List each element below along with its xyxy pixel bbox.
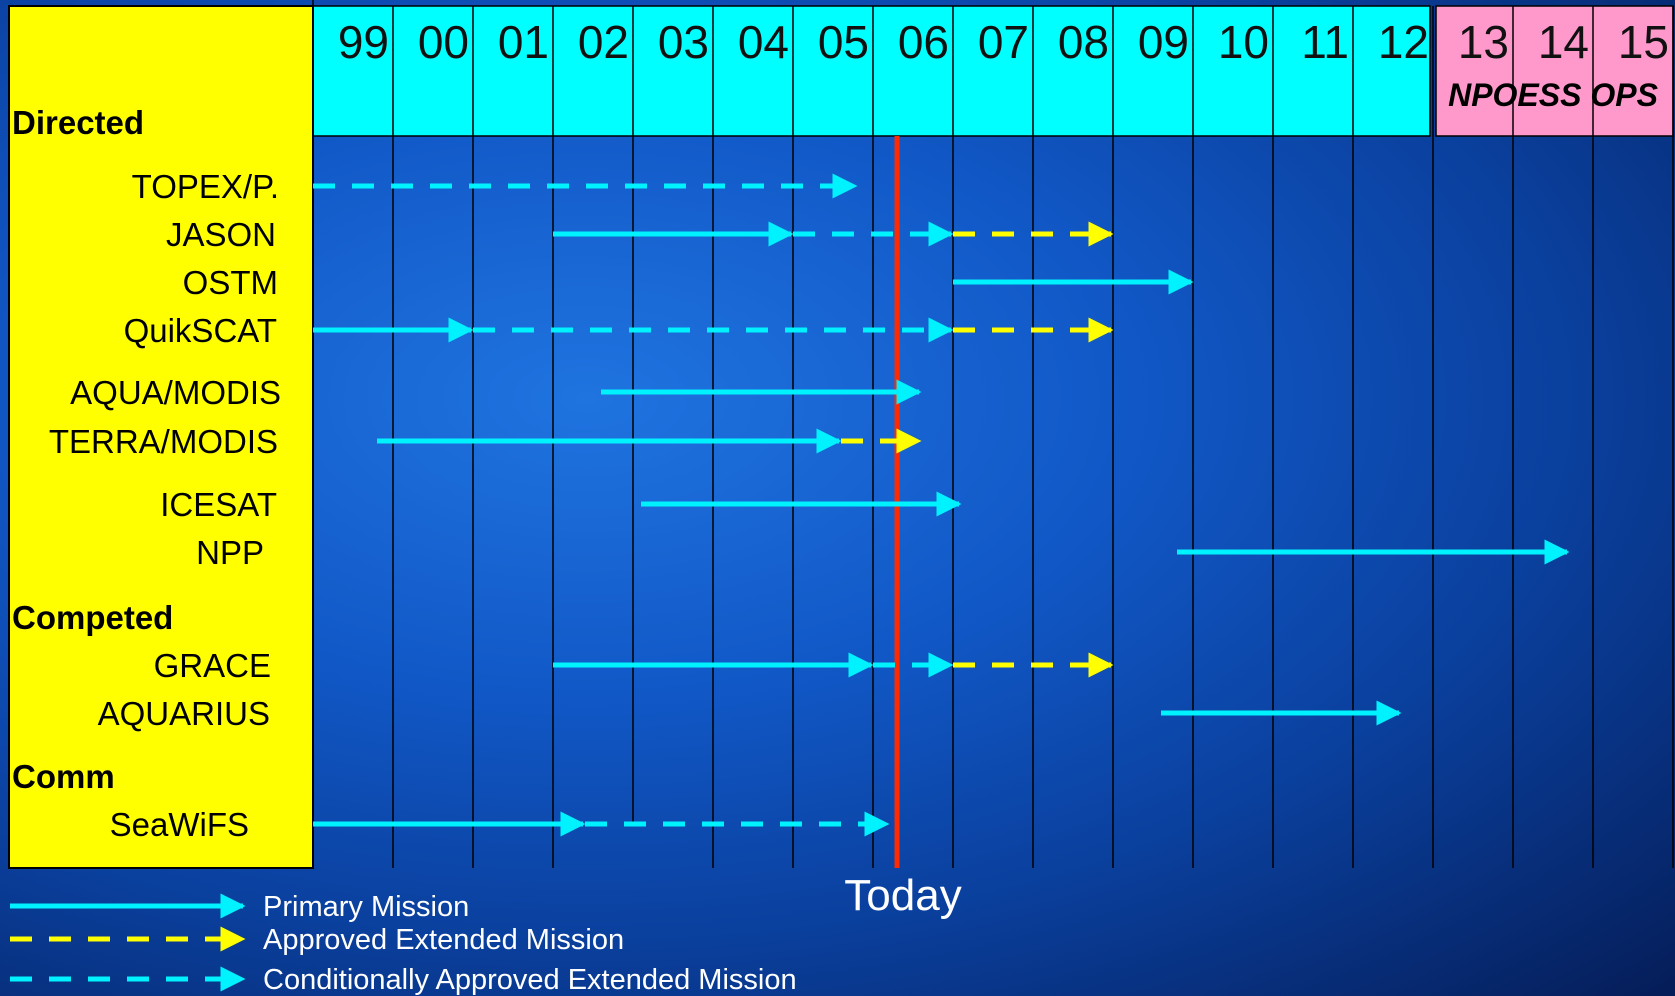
mission-label-grace: GRACE [154,647,271,684]
year-label-06: 06 [898,16,949,68]
mission-label-topex-p: TOPEX/P. [132,168,279,205]
year-label-11: 11 [1301,16,1349,68]
year-label-04: 04 [738,16,789,68]
label-panel: Directed TOPEX/P. JASON OSTM QuikSCAT AQUA/MO… [8,5,314,869]
legend-label-approved: Approved Extended Mission [263,924,624,956]
mission-label-aquarius: AQUARIUS [98,695,270,732]
year-label-12: 12 [1378,16,1429,68]
year-label-15: 15 [1618,16,1669,68]
year-label-05: 05 [818,16,869,68]
year-label-07: 07 [978,16,1029,68]
mission-label-jason: JASON [166,216,276,253]
mission-label-seawifs: SeaWiFS [110,806,249,843]
year-label-10: 10 [1218,16,1269,68]
mission-label-aqua-modis: AQUA/MODIS [70,374,281,411]
year-label-00: 00 [418,16,469,68]
mission-label-icesat: ICESAT [160,486,277,523]
year-label-14: 14 [1538,16,1589,68]
grid-lines [312,0,1674,868]
year-header-band [312,5,1431,137]
mission-label-quikscat: QuikSCAT [124,312,277,349]
header-row: 99 00 01 02 03 04 05 06 07 08 09 10 11 12 13 14 15 NPOESS… [312,5,1674,137]
npoess-ops-label: NPOESS OPS [1448,77,1659,113]
group-label-directed: Directed [12,104,144,141]
year-label-02: 02 [578,16,629,68]
year-label-13: 13 [1458,16,1509,68]
mission-label-terra-modis: TERRA/MODIS [49,423,278,460]
mission-label-npp: NPP [196,534,264,571]
group-label-comm: Comm [12,758,115,795]
year-label-03: 03 [658,16,709,68]
today-label: Today [844,871,961,920]
legend-label-primary: Primary Mission [263,891,469,923]
today-marker: Today [844,136,962,920]
mission-bars [313,173,1570,837]
year-label-99: 99 [338,16,389,68]
label-panel-bg [8,5,314,869]
year-label-01: 01 [498,16,549,68]
npoess-ops-band [1435,5,1674,137]
group-label-competed: Competed [12,599,173,636]
legend-label-conditional: Conditionally Approved Extended Mission [263,964,797,996]
mission-label-ostm: OSTM [183,264,278,301]
year-label-08: 08 [1058,16,1109,68]
year-label-09: 09 [1138,16,1189,68]
